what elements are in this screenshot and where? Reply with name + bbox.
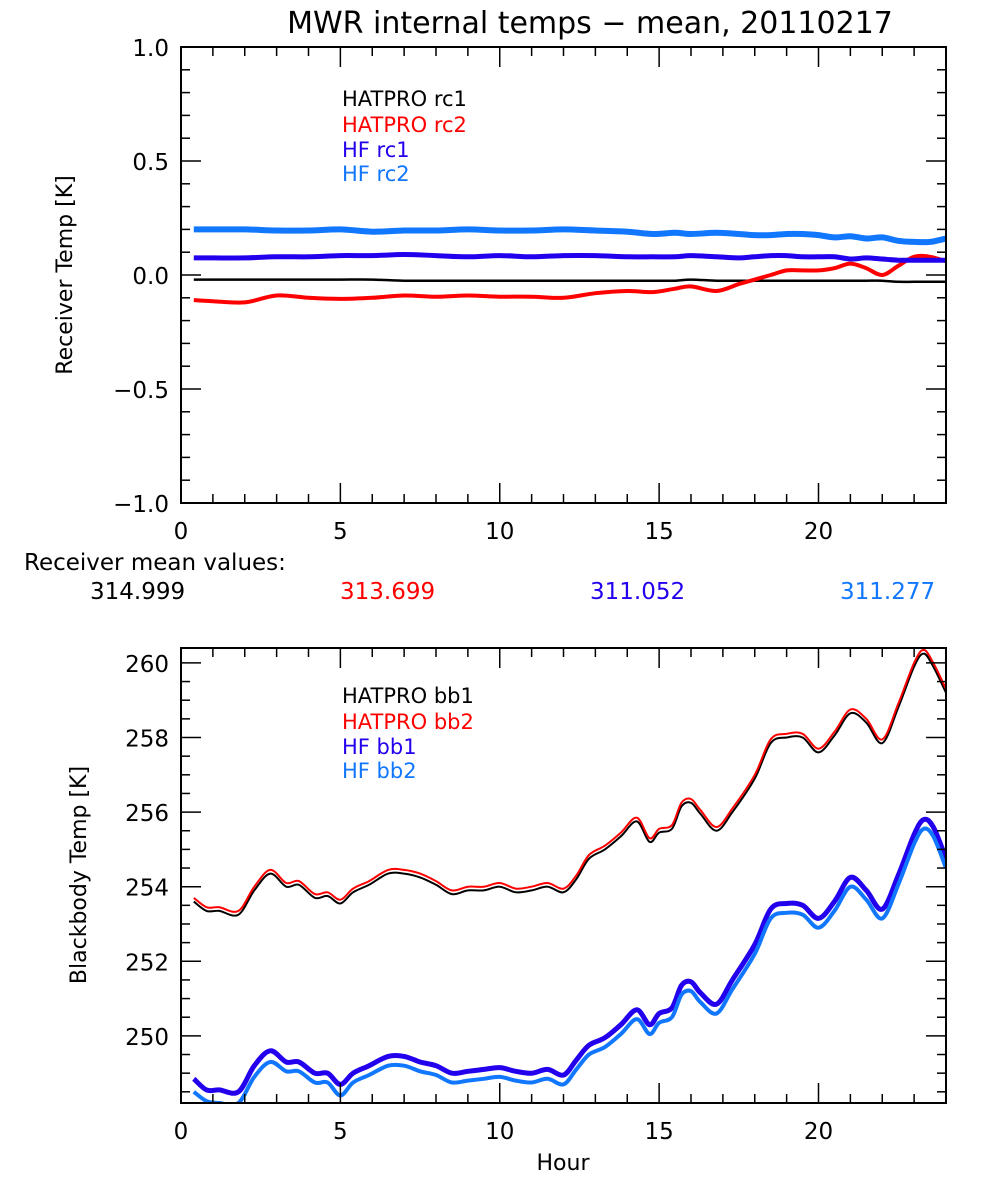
x-tick-label: 10 <box>485 519 514 545</box>
legend-hatpro-rc2: HATPRO rc2 <box>342 113 467 137</box>
y-tick-label: 0.0 <box>132 264 169 290</box>
receiver-means: Receiver mean values: 314.999 313.699 31… <box>24 550 935 605</box>
blackbody-legend: HATPRO bb1 HATPRO bb2 HF bb1 HF bb2 <box>342 684 474 783</box>
receiver-temp-panel: 0 5 10 15 20 −1.0 −0.5 0.0 0.5 1.0 Receiver Temp… <box>53 36 947 545</box>
x-tick-label: 10 <box>485 1119 514 1145</box>
receiver-means-label: Receiver mean values: <box>24 550 286 576</box>
x-axis-label-hour: Hour <box>537 1151 591 1176</box>
blackbody-y-tick-labels: 250 252 254 256 258 260 <box>125 652 169 1051</box>
x-tick-label: 20 <box>804 1119 833 1145</box>
mean-hf-rc2: 311.277 <box>840 579 935 605</box>
legend-hf-bb2: HF bb2 <box>342 759 417 783</box>
series-line-hf-rc1 <box>193 252 946 263</box>
receiver-series-group <box>193 226 946 305</box>
series-line-hf-bb1 <box>192 816 946 1096</box>
legend-hatpro-rc1: HATPRO rc1 <box>342 87 467 111</box>
series-line-hatpro-rc1 <box>193 278 946 284</box>
y-tick-label: −0.5 <box>113 378 169 404</box>
legend-hf-rc1: HF rc1 <box>342 138 410 162</box>
y-tick-label: 252 <box>125 950 169 976</box>
series-line-hatpro-bb2 <box>193 648 946 913</box>
mean-hf-rc1: 311.052 <box>590 579 685 605</box>
receiver-y-axis-label: Receiver Temp [K] <box>53 175 78 374</box>
legend-hf-bb1: HF bb1 <box>342 735 417 759</box>
y-tick-label: 254 <box>125 876 169 902</box>
x-tick-label: 20 <box>804 519 833 545</box>
mean-hatpro-rc2: 313.699 <box>340 579 435 605</box>
y-tick-label: 1.0 <box>132 36 169 62</box>
legend-hatpro-bb2: HATPRO bb2 <box>342 710 474 734</box>
blackbody-axis-ticks <box>180 648 947 1103</box>
y-tick-label: 258 <box>125 727 169 753</box>
receiver-plot-frame <box>180 46 947 504</box>
y-tick-label: −1.0 <box>113 492 169 518</box>
y-tick-label: 256 <box>125 801 169 827</box>
x-tick-label: 5 <box>333 1119 348 1145</box>
x-tick-label: 15 <box>644 519 673 545</box>
blackbody-series-group <box>192 648 946 1103</box>
series-line-hatpro-bb1 <box>193 652 946 917</box>
x-tick-label: 5 <box>333 519 348 545</box>
series-line-hf-bb2 <box>192 826 946 1103</box>
receiver-x-tick-labels: 0 5 10 15 20 <box>174 519 833 545</box>
blackbody-plot-frame <box>180 647 947 1104</box>
legend-hf-rc2: HF rc2 <box>342 162 410 186</box>
y-tick-label: 250 <box>125 1025 169 1051</box>
y-tick-label: 0.5 <box>132 150 169 176</box>
legend-hatpro-bb1: HATPRO bb1 <box>342 684 474 708</box>
series-line-hf-rc2 <box>193 226 946 246</box>
chart-title: MWR internal temps − mean, 20110217 <box>287 6 893 41</box>
receiver-y-tick-labels: −1.0 −0.5 0.0 0.5 1.0 <box>113 36 169 518</box>
blackbody-temp-panel: 0 5 10 15 20 250 252 254 256 258 260 Blackbody Te… <box>67 647 947 1176</box>
receiver-axis-ticks <box>180 46 947 504</box>
receiver-legend: HATPRO rc1 HATPRO rc2 HF rc1 HF rc2 <box>342 87 467 186</box>
blackbody-y-axis-label: Blackbody Temp [K] <box>67 766 92 984</box>
blackbody-x-tick-labels: 0 5 10 15 20 <box>174 1119 833 1145</box>
mean-hatpro-rc1: 314.999 <box>90 579 185 605</box>
x-tick-label: 0 <box>174 1119 189 1145</box>
y-tick-label: 260 <box>125 652 169 678</box>
x-tick-label: 15 <box>644 1119 673 1145</box>
x-tick-label: 0 <box>174 519 189 545</box>
series-line-hatpro-rc2 <box>193 253 946 305</box>
